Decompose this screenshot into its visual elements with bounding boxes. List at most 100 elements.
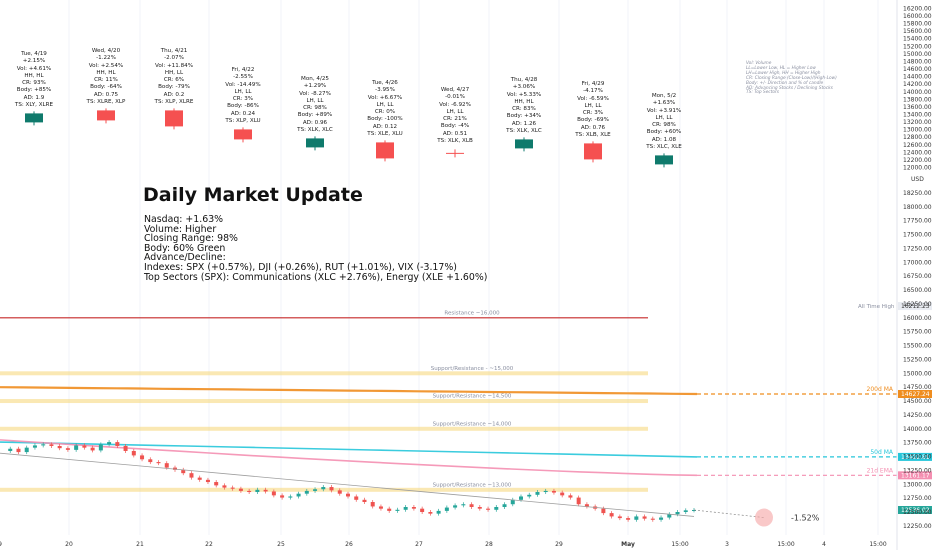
price-candle bbox=[659, 517, 664, 520]
support-band bbox=[0, 426, 648, 431]
price-candle bbox=[461, 504, 466, 506]
top-axis-tick: 12200.00 bbox=[903, 157, 932, 164]
annotation-line: -2.55% bbox=[233, 74, 253, 81]
annotation-line: Vol: -6.92% bbox=[439, 101, 471, 108]
annotation-line: Thu, 4/28 bbox=[510, 77, 538, 83]
bottom-axis-tick: 12250.00 bbox=[903, 523, 932, 530]
projection-label: -1.52% bbox=[791, 514, 820, 523]
price-candle bbox=[16, 448, 21, 453]
annotation-line: LH, LL bbox=[446, 108, 464, 115]
price-candle bbox=[82, 445, 87, 448]
price-candle bbox=[164, 463, 169, 468]
annotation-line: CR: 83% bbox=[512, 106, 536, 113]
x-axis-label: 29 bbox=[555, 541, 563, 548]
support-resistance-levels: Resistance ~16,000 Support/Resistance - ~… bbox=[0, 302, 932, 492]
level-label: Support/Resistance ~14,500 bbox=[433, 394, 512, 400]
price-candle bbox=[123, 445, 128, 451]
annotation-line: -1.22% bbox=[96, 55, 116, 62]
legend-line: Body: +/- Direction and % of candle bbox=[746, 80, 824, 86]
page-title: Daily Market Update bbox=[143, 184, 363, 206]
ath-tag bbox=[898, 302, 932, 311]
bottom-axis-tick: 17000.00 bbox=[903, 259, 932, 266]
price-candle bbox=[98, 444, 103, 451]
top-axis-tick: 15000.00 bbox=[903, 51, 932, 58]
price-candle bbox=[502, 504, 507, 508]
annotation-line: Body: -79% bbox=[158, 84, 190, 91]
annotation-line: Vol: +5.33% bbox=[506, 91, 542, 98]
day-annotation: Wed, 4/27 -0.01% Vol: -6.92% LH, LL CR: 21% B… bbox=[425, 87, 485, 145]
price-candle bbox=[197, 477, 202, 480]
top-axis-tick: 12000.00 bbox=[903, 165, 932, 172]
annotation-line: -0.01% bbox=[445, 94, 465, 101]
price-candle bbox=[444, 507, 449, 511]
day-annotation: Tue, 4/26 -3.95% Vol: +6.67% LH, LL CR: 0% Bo… bbox=[355, 80, 415, 138]
bottom-axis-tick: 15500.00 bbox=[903, 343, 932, 350]
annotation-line: Body: +60% bbox=[646, 129, 682, 136]
annotation-line: -3.95% bbox=[375, 87, 395, 94]
annotation-line: AD: 0.2 bbox=[163, 91, 185, 98]
price-candle bbox=[568, 495, 573, 498]
day-annotation: Wed, 4/20 -1.22% Vol: +2.54% HH, HL CR: 11% B… bbox=[76, 48, 136, 106]
annotation-line: Vol: -8.27% bbox=[299, 90, 331, 97]
price-candle bbox=[683, 510, 688, 512]
price-candle bbox=[469, 504, 474, 508]
legend-line: CR: Closing Range (Close-Low)/(High-Low) bbox=[746, 75, 837, 81]
annotation-line: TS: XLK, XLB bbox=[437, 138, 473, 145]
annotation-candle bbox=[165, 110, 183, 127]
price-candle bbox=[617, 516, 622, 519]
level-label: Support/Resistance - ~15,000 bbox=[431, 366, 514, 372]
bottom-axis-tick: 14000.00 bbox=[903, 426, 932, 433]
legend-line: AD: Advancing Stocks / Declining Stocks bbox=[746, 85, 833, 91]
top-axis-tick: 13800.00 bbox=[903, 96, 932, 103]
annotation-line: Body: -69% bbox=[577, 117, 609, 124]
annotation-line: +3.06% bbox=[512, 84, 536, 91]
top-axis-tick: 12400.00 bbox=[903, 149, 932, 156]
annotation-candle bbox=[655, 155, 673, 165]
annotation-line: AD: 0.96 bbox=[302, 119, 328, 126]
price-candle bbox=[222, 485, 227, 488]
price-candle bbox=[560, 492, 565, 496]
bottom-axis-tick: 17250.00 bbox=[903, 245, 932, 252]
annotation-line: HH, HL bbox=[96, 69, 116, 76]
top-axis-tick: 16200.00 bbox=[903, 5, 932, 12]
bottom-axis-tick: 17500.00 bbox=[903, 232, 932, 239]
ma-label: 21d EMA bbox=[867, 467, 894, 474]
price-candle bbox=[527, 494, 532, 497]
last-price-value: 12536.02 bbox=[901, 507, 930, 514]
annotation-line: Body: +89% bbox=[297, 112, 333, 119]
price-candle bbox=[41, 444, 46, 446]
annotation-line: AD: 0.76 bbox=[580, 124, 606, 131]
x-axis-label: May bbox=[621, 541, 635, 548]
price-candle bbox=[346, 493, 350, 497]
support-band bbox=[0, 371, 648, 376]
annotation-line: CR: 93% bbox=[22, 80, 46, 87]
price-candle bbox=[519, 496, 523, 500]
day-annotation: Fri, 4/29 -4.17% Vol: -6.59% LH, LL CR: 3% Bo… bbox=[563, 81, 623, 139]
annotation-line: TS: XLP, XLU bbox=[225, 118, 261, 125]
legend-key: Vol: Volume LL=Lower Low, HL = Higher Lo… bbox=[746, 61, 837, 96]
annotation-line: CR: 3% bbox=[232, 96, 254, 103]
price-candle bbox=[288, 496, 293, 498]
bottom-axis-tick: 18250.00 bbox=[903, 190, 932, 197]
price-candle bbox=[74, 445, 79, 450]
price-candle bbox=[609, 513, 614, 517]
annotation-line: CR: 6% bbox=[163, 77, 185, 84]
price-candle bbox=[675, 512, 680, 515]
price-candle bbox=[453, 505, 458, 508]
ma-tag bbox=[898, 389, 932, 398]
ma-line bbox=[0, 439, 698, 477]
price-candle bbox=[494, 507, 499, 510]
annotation-candle bbox=[376, 142, 394, 159]
top-axis-tick: 14400.00 bbox=[903, 74, 932, 81]
projection-target bbox=[755, 508, 773, 527]
annotation-line: Body: -100% bbox=[367, 116, 403, 123]
bottom-axis-tick: 18000.00 bbox=[903, 204, 932, 211]
annotation-line: TS: XLK, XLC bbox=[506, 128, 542, 135]
price-candle bbox=[411, 507, 416, 509]
bottom-axis-tick: 16000.00 bbox=[903, 315, 932, 322]
annotation-line: TS: XLP, XLRE bbox=[154, 99, 194, 106]
annotation-line: +1.63% bbox=[652, 100, 676, 107]
annotation-line: Fri, 4/22 bbox=[231, 67, 255, 73]
ma-line bbox=[0, 386, 698, 396]
